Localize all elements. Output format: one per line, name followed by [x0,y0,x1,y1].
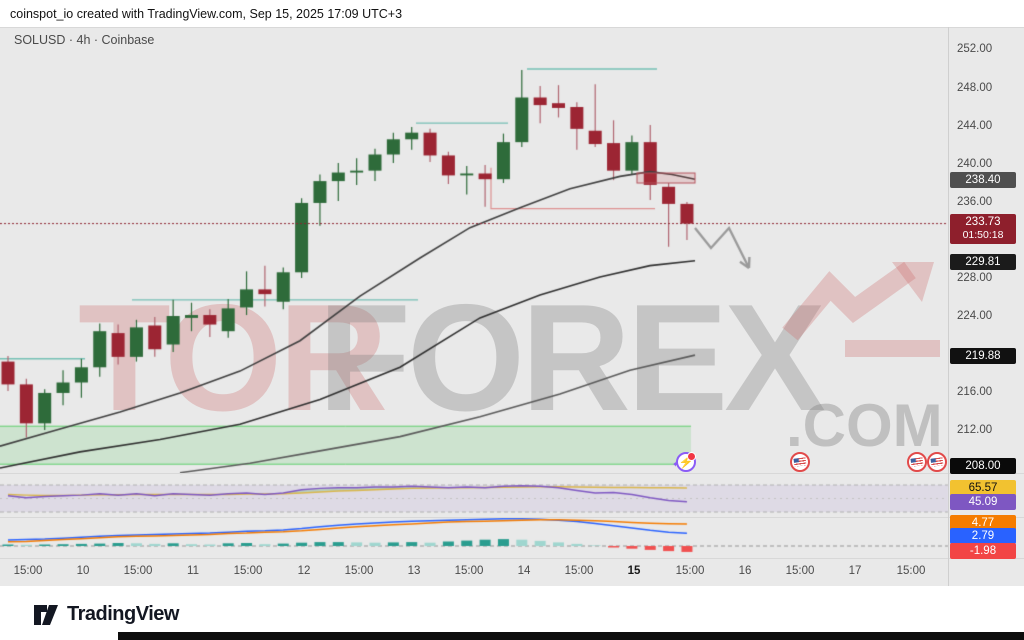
time-tick-label: 15:00 [344,565,374,577]
symbol-title: SOLUSD · 4h · Coinbase [14,33,155,47]
price-badge: 4.77 [950,514,1016,531]
time-tick-label: 15 [627,565,641,577]
price-tick-label: 224.00 [957,310,993,322]
price-tick-label: 240.00 [957,158,993,170]
price-badge: 219.88 [950,347,1016,364]
price-badge: -1.98 [950,542,1016,559]
price-tick-label: 228.00 [957,272,993,284]
time-tick-label: 15:00 [123,565,153,577]
price-badge: 238.40 [950,171,1016,188]
separator-pane2[interactable] [0,517,1024,518]
time-tick-label: 12 [297,565,311,577]
time-tick-label: 17 [848,565,862,577]
price-tick-label: 212.00 [957,424,993,436]
time-tick-label: 15:00 [675,565,705,577]
time-tick-label: 14 [517,565,531,577]
bottom-dark-strip [118,632,1024,640]
price-tick-label: 252.00 [957,43,993,55]
price-tick-label: 244.00 [957,120,993,132]
ideas-lightning-icon[interactable]: ⚡ ✦ [672,452,696,472]
time-tick-label: 15:00 [564,565,594,577]
time-tick-label: 15:00 [13,565,43,577]
time-tick-label: 16 [738,565,752,577]
price-axis[interactable]: 252.00 248.00 244.00 240.00 236.00 228.00 224.… [949,27,1024,586]
separator-time-axis [0,558,1024,559]
separator-pane1[interactable] [0,473,1024,474]
price-tick-label: 248.00 [957,82,993,94]
price-badge: 229.81 [950,253,1016,270]
time-tick-label: 15:00 [454,565,484,577]
time-tick-label: 15:00 [785,565,815,577]
price-badge: 65.57 [950,479,1016,496]
time-axis[interactable]: 15:00 10 15:00 11 15:00 12 15:00 13 15:00 14 15:00… [0,559,948,586]
price-badge: 208.00 [950,457,1016,474]
time-tick-label: 13 [407,565,421,577]
us-flag-event-icon[interactable] [927,452,947,472]
price-tick-label: 236.00 [957,196,993,208]
price-badge: 2.79 [950,527,1016,544]
time-tick-label: 15:00 [896,565,926,577]
us-flag-event-icon[interactable] [790,452,810,472]
price-badge: 233.73 01:50:18 [950,214,1016,244]
us-flag-event-icon[interactable] [907,452,927,472]
time-tick-label: 10 [76,565,90,577]
separator-header [0,27,1024,28]
price-tick-label: 216.00 [957,386,993,398]
price-badge: 45.09 [950,493,1016,510]
price-axis-separator [948,27,949,586]
time-tick-label: 15:00 [233,565,263,577]
time-tick-label: 11 [187,565,199,577]
